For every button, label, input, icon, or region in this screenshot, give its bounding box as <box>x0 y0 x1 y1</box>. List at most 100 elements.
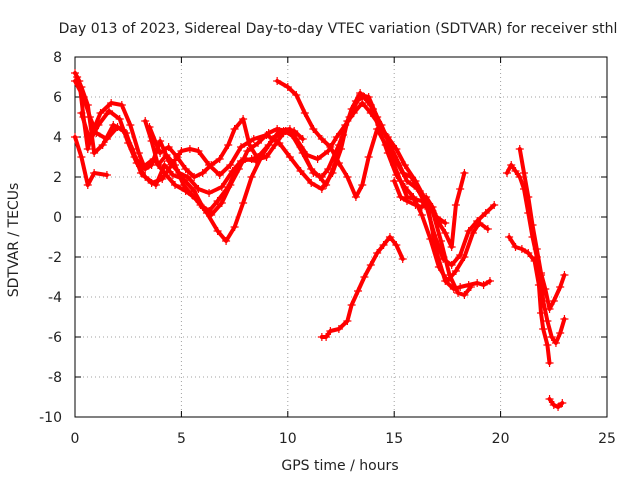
series-track <box>547 397 565 409</box>
x-tick-label: 0 <box>71 431 80 447</box>
data-point <box>373 249 382 257</box>
data-point <box>460 291 469 299</box>
series-track <box>143 119 258 213</box>
data-point <box>364 153 373 161</box>
data-point <box>90 169 99 177</box>
data-point <box>177 147 186 155</box>
data-point <box>358 181 367 189</box>
data-point <box>245 141 254 149</box>
data-point <box>292 91 301 99</box>
data-point <box>343 173 352 181</box>
data-point <box>268 135 277 143</box>
y-tick-label: -10 <box>39 410 62 426</box>
data-point <box>222 237 231 245</box>
x-tick-label: 10 <box>279 431 297 447</box>
data-point <box>356 89 365 97</box>
data-point <box>332 133 341 141</box>
series-track <box>507 235 552 365</box>
data-point <box>226 161 235 169</box>
data-point <box>194 147 203 155</box>
series-track-15 <box>545 395 567 411</box>
data-point <box>366 109 375 117</box>
data-point <box>115 115 124 123</box>
data-point <box>117 101 126 109</box>
data-point <box>190 173 199 181</box>
data-point <box>485 277 494 285</box>
data-point <box>422 193 431 201</box>
data-point <box>181 165 190 173</box>
data-point <box>545 305 554 313</box>
data-point <box>532 245 541 253</box>
data-point <box>273 77 282 85</box>
data-point <box>164 143 173 151</box>
data-point <box>279 129 288 137</box>
data-point <box>307 179 316 187</box>
data-point <box>215 155 224 163</box>
data-point <box>507 161 516 169</box>
data-point <box>213 227 222 235</box>
data-point <box>445 271 454 279</box>
series-track-14 <box>515 145 569 313</box>
data-point <box>262 153 271 161</box>
data-point <box>441 229 450 237</box>
series-track-7 <box>145 115 307 181</box>
data-point <box>83 145 92 153</box>
data-point <box>428 203 437 211</box>
data-point <box>179 181 188 189</box>
data-point <box>417 211 426 219</box>
data-point <box>317 135 326 143</box>
data-point <box>456 185 465 193</box>
data-point <box>341 121 350 129</box>
series-track <box>275 79 448 225</box>
x-tick-label: 5 <box>177 431 186 447</box>
series-track-8 <box>273 77 450 227</box>
data-point <box>517 245 526 253</box>
plot-frame <box>74 56 608 418</box>
data-point <box>309 125 318 133</box>
data-point <box>243 147 252 155</box>
data-point <box>549 297 558 305</box>
data-point <box>392 241 401 249</box>
data-point <box>556 329 565 337</box>
data-point <box>326 327 335 335</box>
data-point <box>556 283 565 291</box>
data-point <box>224 183 233 191</box>
data-point <box>539 325 548 333</box>
data-point <box>434 219 443 227</box>
data-point <box>360 273 369 281</box>
data-point <box>162 151 171 159</box>
data-point <box>134 149 143 157</box>
data-point <box>156 137 165 145</box>
data-point <box>549 401 558 409</box>
data-point <box>307 165 316 173</box>
data-point <box>515 173 524 181</box>
x-tick-label: 25 <box>598 431 616 447</box>
x-tick-label: 20 <box>492 431 510 447</box>
data-series <box>71 69 569 411</box>
data-point <box>254 155 263 163</box>
data-point <box>502 169 511 177</box>
data-point <box>185 145 194 153</box>
data-point <box>456 283 465 291</box>
data-point <box>188 191 197 199</box>
data-point <box>126 121 135 129</box>
data-point <box>198 169 207 177</box>
data-point <box>205 189 214 197</box>
data-point <box>151 139 160 147</box>
data-point <box>239 199 248 207</box>
data-point <box>153 161 162 169</box>
data-point <box>481 209 490 217</box>
data-point <box>554 403 563 411</box>
data-point <box>541 285 550 293</box>
data-point <box>483 225 492 233</box>
data-point <box>273 125 282 133</box>
x-axis-label: GPS time / hours <box>281 458 398 474</box>
data-point <box>402 197 411 205</box>
y-tick-label: -2 <box>48 250 62 266</box>
data-point <box>298 135 307 143</box>
data-point <box>317 185 326 193</box>
data-point <box>102 171 111 179</box>
data-point <box>447 243 456 251</box>
data-point <box>537 309 546 317</box>
